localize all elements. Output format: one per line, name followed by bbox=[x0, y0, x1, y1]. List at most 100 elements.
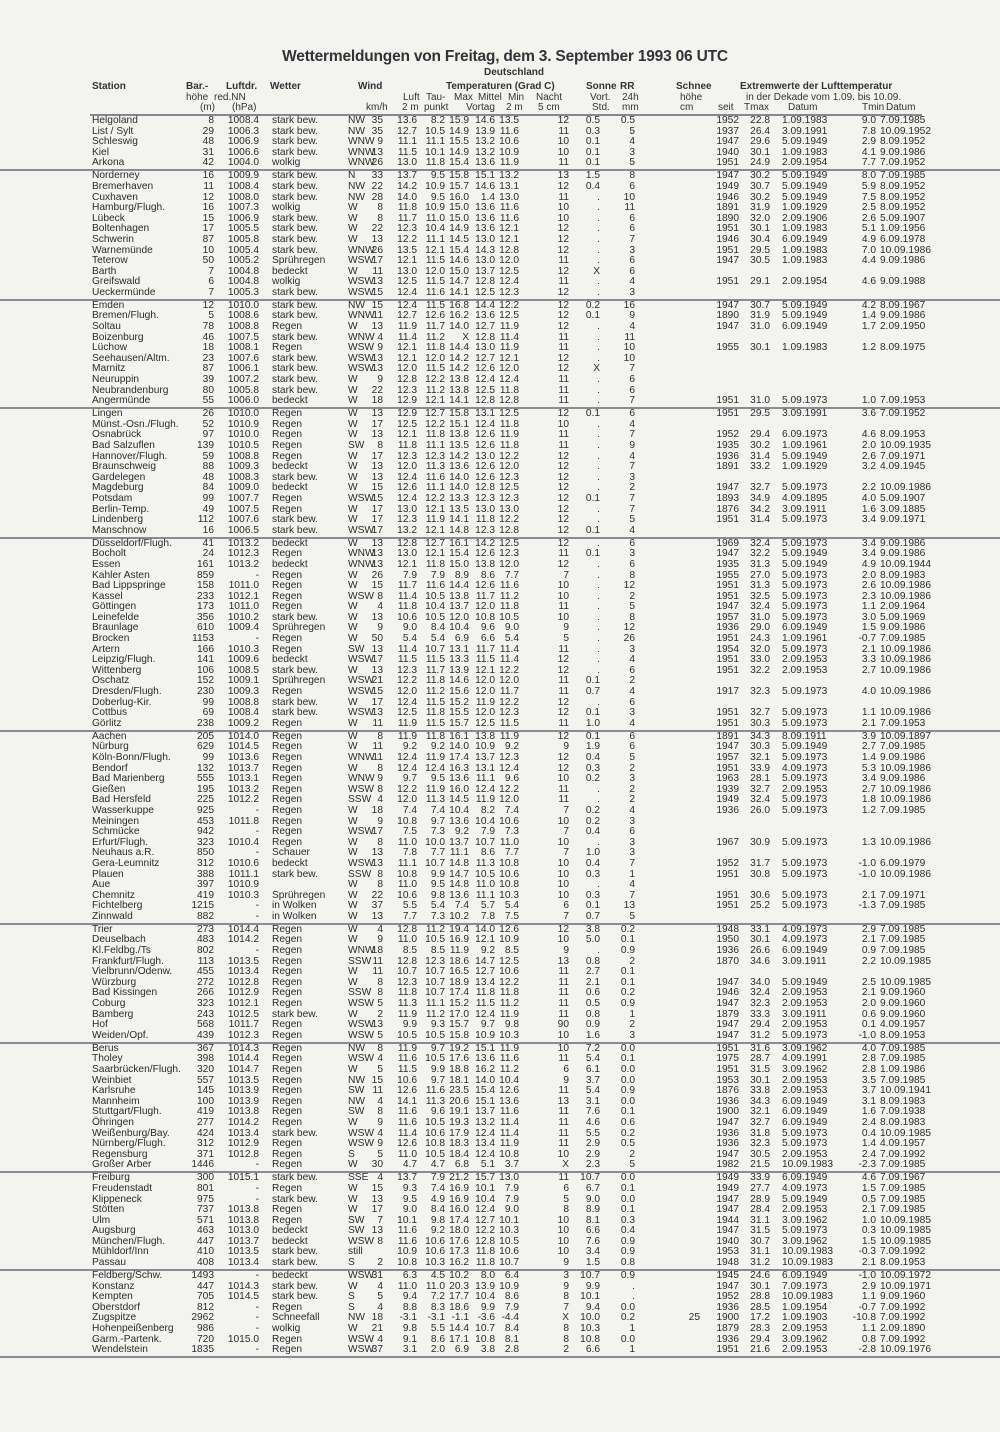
cell-wetter: Regen bbox=[272, 590, 303, 602]
cell-wind-speed: 8 bbox=[377, 212, 383, 224]
cell-temp-nacht: 8 bbox=[563, 1204, 569, 1216]
cell-station: Lindenberg bbox=[92, 514, 143, 526]
cell-bar-hoehe: 161 bbox=[197, 558, 214, 570]
cell-sonne: . bbox=[597, 212, 600, 224]
cell-bar-hoehe: 132 bbox=[197, 762, 214, 774]
cell-wind-richtung: SSE bbox=[348, 1172, 369, 1184]
col-header-tmax-datum: Datum bbox=[788, 102, 818, 113]
cell-bar-hoehe: 942 bbox=[197, 826, 214, 838]
cell-rr: 0.2 bbox=[620, 987, 635, 999]
cell-wind-speed: 5 bbox=[377, 1029, 383, 1041]
cell-temp-mittel: 12.0 bbox=[475, 707, 495, 719]
cell-extrem-tmax: 33.9 bbox=[750, 762, 770, 774]
cell-temp-min: 5.4 bbox=[504, 633, 519, 645]
cell-temp-min: 12.2 bbox=[499, 664, 519, 676]
cell-temp-min: 6.4 bbox=[504, 1270, 519, 1282]
cell-bar-hoehe: 629 bbox=[197, 741, 214, 753]
table-row: Emden 12 1010.0 stark bew. NW 15 12.4 11.5 16.8 1… bbox=[0, 300, 1000, 312]
cell-temp-luft: 12.1 bbox=[397, 558, 417, 570]
cell-extrem-tmax: 30.8 bbox=[750, 868, 770, 880]
cell-temp-luft: 12.9 bbox=[397, 395, 417, 407]
cell-temp-luft: 12.0 bbox=[397, 461, 417, 473]
cell-rr: 5 bbox=[629, 601, 635, 613]
table-row: Kahler Asten 859- Regen W 26 7.9 7.9 8.9 8.6 7.7 7… bbox=[0, 570, 1000, 582]
cell-wind-speed: 11 bbox=[372, 966, 383, 978]
table-row: Görlitz 238 1009.2 Regen W 11 11.9 11.5 15.7 12.5… bbox=[0, 718, 1000, 730]
cell-station: Großer Arber bbox=[92, 1159, 152, 1171]
cell-extrem-tmin-datum: 10.09.1986 bbox=[880, 686, 931, 698]
cell-extrem-tmax: 24.3 bbox=[750, 633, 770, 645]
cell-extrem-tmin: 0.3 bbox=[861, 1225, 876, 1237]
cell-wind-richtung: WSW bbox=[348, 1333, 375, 1345]
cell-extrem-tmin-datum: 3.09.1885 bbox=[880, 503, 926, 515]
cell-temp-mittel: 11.5 bbox=[475, 998, 495, 1010]
cell-extrem-seit: 1936 bbox=[716, 945, 739, 957]
cell-temp-nacht: 90 bbox=[557, 1019, 569, 1031]
cell-extrem-seit: 1952 bbox=[716, 115, 739, 126]
cell-temp-nacht: 12 bbox=[557, 310, 569, 322]
cell-extrem-tmax: 33.0 bbox=[750, 654, 770, 666]
cell-taupunkt: 11.7 bbox=[425, 664, 445, 676]
cell-extrem-tmax-datum: 6.09.1949 bbox=[782, 1270, 828, 1282]
cell-temp-mittel: 12.0 bbox=[475, 675, 495, 687]
cell-rr: 0.0 bbox=[620, 1193, 635, 1205]
cell-sonne: . bbox=[597, 244, 600, 256]
cell-temp-nacht: 11 bbox=[558, 643, 569, 655]
cell-temp-min: 12.3 bbox=[499, 707, 519, 719]
cell-temp-max: 13.8 bbox=[449, 429, 469, 441]
cell-luftdruck: 1009.6 bbox=[227, 654, 259, 666]
cell-temp-min: 11.9 bbox=[499, 342, 519, 354]
table-row: Wittenberg 106 1008.5 stark bew. W 13 12.3 11.7… bbox=[0, 664, 1000, 677]
table-row: Wasserkuppe 925- Regen W 18 7.4 7.4 10.4 8.2 7.4 7… bbox=[0, 804, 1000, 817]
cell-sonne: 6.1 bbox=[585, 1063, 600, 1075]
cell-wetter: Regen bbox=[272, 955, 303, 967]
cell-temp-luft: 7.4 bbox=[402, 804, 417, 816]
cell-temp-max: 15.0 bbox=[449, 202, 469, 214]
cell-temp-luft: 11.0 bbox=[397, 1280, 417, 1292]
cell-extrem-tmin-datum: 10.09.1986 bbox=[880, 590, 931, 602]
cell-wetter: stark bew. bbox=[272, 1291, 318, 1303]
cell-wind-richtung: SW bbox=[348, 643, 365, 655]
cell-extrem-tmin-datum: 10.09.1985 bbox=[880, 1214, 931, 1226]
cell-extrem-seit: 1951 bbox=[716, 868, 739, 880]
cell-sonne: 7.2 bbox=[585, 1042, 600, 1054]
cell-extrem-seit: 1949 bbox=[716, 794, 739, 806]
cell-temp-mittel: -3.6 bbox=[477, 1312, 495, 1324]
cell-extrem-tmax-datum: 6.09.1973 bbox=[782, 429, 828, 441]
cell-rr: 0.3 bbox=[620, 1214, 635, 1226]
cell-wind-speed: 4 bbox=[377, 1333, 383, 1345]
cell-wind-richtung: W bbox=[348, 879, 358, 891]
cell-sonne: . bbox=[597, 321, 600, 333]
cell-extrem-seit: 1982 bbox=[716, 1159, 739, 1171]
cell-taupunkt: 11.1 bbox=[425, 482, 445, 494]
cell-temp-nacht: 10 bbox=[557, 580, 569, 592]
cell-taupunkt: 11.5 bbox=[425, 255, 445, 267]
cell-temp-nacht: 12 bbox=[557, 707, 569, 719]
cell-temp-max: 14.1 bbox=[449, 395, 469, 407]
cell-luftdruck: - bbox=[255, 1159, 259, 1171]
cell-temp-max: 18.6 bbox=[449, 1301, 469, 1313]
cell-bar-hoehe: 571 bbox=[197, 1214, 214, 1226]
table-row: List / Sylt 29 1006.3 stark bew. NW 35 12.7 10.… bbox=[0, 126, 1000, 138]
cell-temp-nacht: 11 bbox=[558, 429, 569, 441]
cell-sonne: 6.6 bbox=[585, 1344, 600, 1356]
cell-rr: 0.1 bbox=[620, 934, 635, 946]
cell-extrem-tmax: 31.2 bbox=[750, 1029, 770, 1041]
cell-temp-mittel: 12.8 bbox=[475, 482, 495, 494]
cell-wetter: wolkig bbox=[272, 202, 301, 214]
cell-temp-nacht: 10 bbox=[557, 136, 569, 148]
cell-temp-luft: 12.6 bbox=[397, 1138, 417, 1150]
cell-temp-min: 11.4 bbox=[499, 1116, 519, 1128]
table-row: Angermünde 55 1006.0 bedeckt W 18 12.9 12.1 14.1… bbox=[0, 396, 1000, 407]
cell-luftdruck: 1012.8 bbox=[227, 1148, 259, 1160]
cell-wetter: Schauer bbox=[272, 847, 310, 859]
cell-temp-luft: 11.0 bbox=[397, 836, 417, 848]
cell-extrem-tmax: 29.4 bbox=[750, 429, 770, 441]
cell-temp-nacht: 12 bbox=[557, 514, 569, 526]
cell-bar-hoehe: 1153 bbox=[192, 633, 214, 645]
cell-bar-hoehe: 139 bbox=[197, 439, 214, 451]
cell-temp-luft: 9.4 bbox=[402, 1291, 417, 1303]
col-header-taupunkt: punkt bbox=[424, 102, 449, 113]
cell-wetter: Regen bbox=[272, 762, 303, 774]
cell-temp-mittel: 10.4 bbox=[475, 1291, 495, 1303]
